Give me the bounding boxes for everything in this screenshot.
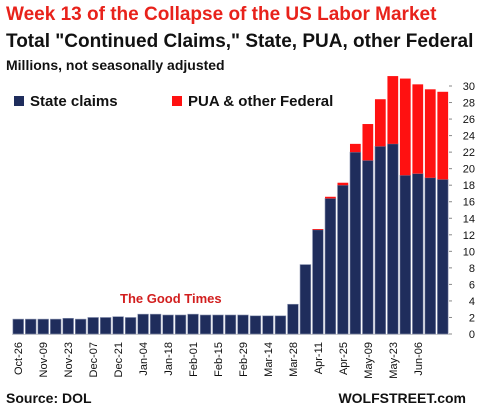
bar-state-claims	[274, 315, 287, 335]
x-tick-label: Feb-15	[213, 342, 225, 377]
bar-state-claims	[412, 173, 424, 335]
y-tick-label: 6	[469, 279, 475, 291]
bar-state-claims	[25, 318, 37, 335]
bar-state-claims	[50, 318, 62, 335]
y-tick-label: 26	[463, 114, 475, 126]
bar-pua-federal	[337, 182, 349, 186]
bar-state-claims	[249, 315, 262, 335]
x-tick-label: Nov-23	[63, 342, 75, 377]
bar-state-claims	[237, 314, 249, 335]
bar-pua-federal	[437, 91, 449, 180]
x-tick-label: Dec-07	[88, 342, 100, 377]
x-tick-label: Apr-11	[313, 342, 325, 374]
bar-state-claims	[12, 318, 24, 335]
bar-state-claims	[62, 317, 74, 335]
x-tick-label: Nov-09	[38, 342, 50, 377]
x-tick-label: Mar-14	[263, 342, 275, 377]
bar-state-claims	[162, 314, 174, 335]
y-tick-label: 8	[469, 263, 475, 275]
legend-label-federal: PUA & other Federal	[188, 93, 333, 110]
bar-state-claims	[199, 314, 212, 335]
legend-swatch-federal	[172, 96, 182, 106]
source-note: Source: DOL	[6, 390, 92, 406]
bar-state-claims	[99, 317, 112, 335]
chart-title: Week 13 of the Collapse of the US Labor …	[6, 4, 437, 25]
bar-state-claims	[124, 317, 137, 335]
x-tick-label: Feb-29	[238, 342, 250, 377]
legend-label-state: State claims	[30, 93, 118, 110]
x-tick-label: Dec-21	[113, 342, 125, 377]
bar-state-claims	[212, 314, 224, 335]
x-tick-label: Jan-18	[163, 342, 175, 376]
y-tick-label: 12	[463, 230, 475, 242]
bar-state-claims	[337, 184, 349, 335]
bar-pua-federal	[412, 84, 424, 174]
bar-state-claims	[374, 146, 386, 335]
bar-state-claims	[174, 314, 187, 335]
y-tick-label: 24	[463, 131, 475, 143]
bar-state-claims	[224, 314, 237, 335]
bar-state-claims	[112, 316, 124, 335]
bar-pua-federal	[349, 143, 361, 153]
bar-state-claims	[387, 143, 399, 335]
y-tick-label: 20	[463, 164, 475, 176]
annotation-good-times: The Good Times	[120, 291, 222, 306]
y-tick-label: 22	[463, 147, 475, 159]
y-tick-label: 4	[469, 296, 475, 308]
bar-state-claims	[287, 303, 299, 335]
bar-state-claims	[137, 313, 149, 335]
y-tick-label: 18	[463, 180, 475, 192]
x-tick-label: May-09	[363, 342, 375, 379]
x-tick-label: Feb-01	[188, 342, 200, 377]
x-tick-label: Oct-26	[13, 342, 25, 375]
y-tick-label: 0	[469, 329, 475, 341]
brand-watermark: WOLFSTREET.com	[338, 390, 466, 406]
bar-state-claims	[399, 174, 411, 335]
bar-state-claims	[349, 151, 362, 335]
bar-state-claims	[299, 264, 312, 335]
bar-pua-federal	[325, 196, 336, 199]
bar-pua-federal	[312, 229, 324, 230]
y-tick-label: 28	[463, 98, 475, 110]
x-tick-label: Jan-04	[138, 342, 150, 376]
y-tick-label: 14	[463, 213, 475, 225]
x-tick-label: Jun-06	[413, 342, 425, 376]
bar-state-claims	[149, 313, 162, 335]
bar-state-claims	[424, 177, 436, 335]
chart-subtitle: Total "Continued Claims," State, PUA, ot…	[6, 31, 474, 52]
bar-state-claims	[312, 229, 324, 335]
bar-state-claims	[362, 160, 374, 335]
bar-pua-federal	[424, 89, 436, 178]
bar-state-claims	[262, 315, 274, 335]
bar-state-claims	[187, 313, 199, 335]
bar-state-claims	[324, 198, 337, 335]
x-tick-label: Mar-28	[288, 342, 300, 377]
legend-swatch-state	[14, 96, 24, 106]
y-tick-label: 16	[463, 197, 475, 209]
y-tick-label: 2	[469, 312, 475, 324]
chart-units: Millions, not seasonally adjusted	[6, 57, 225, 73]
bar-pua-federal	[399, 78, 411, 176]
bar-pua-federal	[387, 76, 399, 144]
bar-pua-federal	[374, 99, 386, 147]
bar-state-claims	[87, 317, 99, 335]
x-tick-label: Apr-25	[338, 342, 350, 375]
bar-state-claims	[437, 179, 449, 335]
y-tick-label: 30	[463, 81, 475, 93]
bar-state-claims	[37, 318, 49, 335]
bar-pua-federal	[362, 124, 374, 161]
bar-state-claims	[75, 318, 87, 335]
y-tick-label: 10	[463, 246, 475, 258]
x-tick-label: May-23	[388, 342, 400, 379]
